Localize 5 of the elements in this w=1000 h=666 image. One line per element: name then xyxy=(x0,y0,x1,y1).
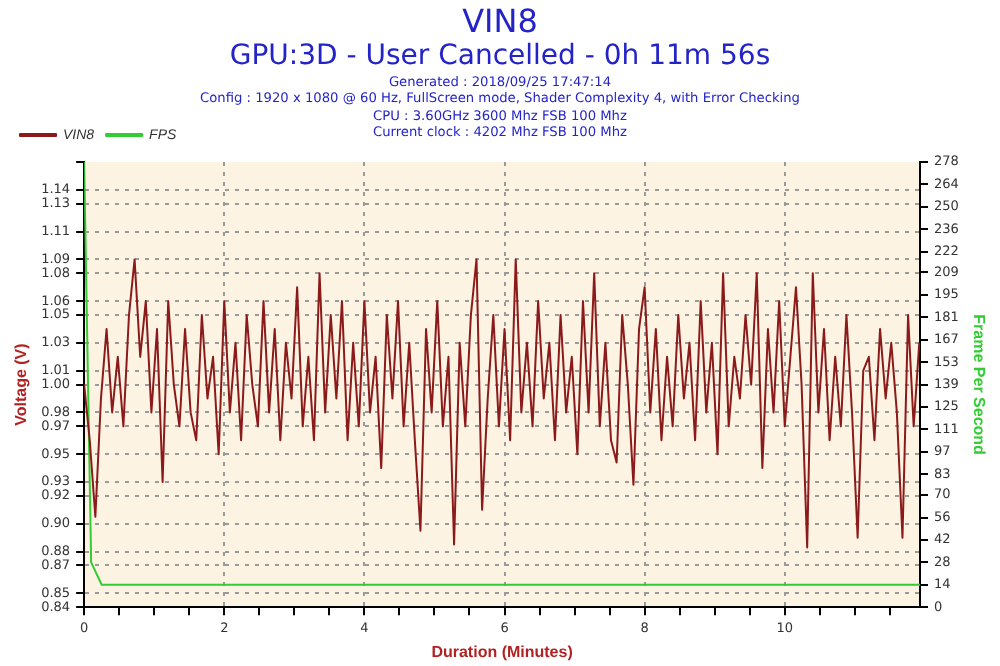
y-axis-title: Voltage (V) xyxy=(12,342,31,426)
chart-subtitle: GPU:3D - User Cancelled - 0h 11m 56s xyxy=(227,40,773,74)
x-axis-title: Duration (Minutes) xyxy=(431,642,574,661)
y2-axis-title: Frame Per Second xyxy=(969,314,988,456)
chart-title: VIN8 xyxy=(460,2,540,40)
